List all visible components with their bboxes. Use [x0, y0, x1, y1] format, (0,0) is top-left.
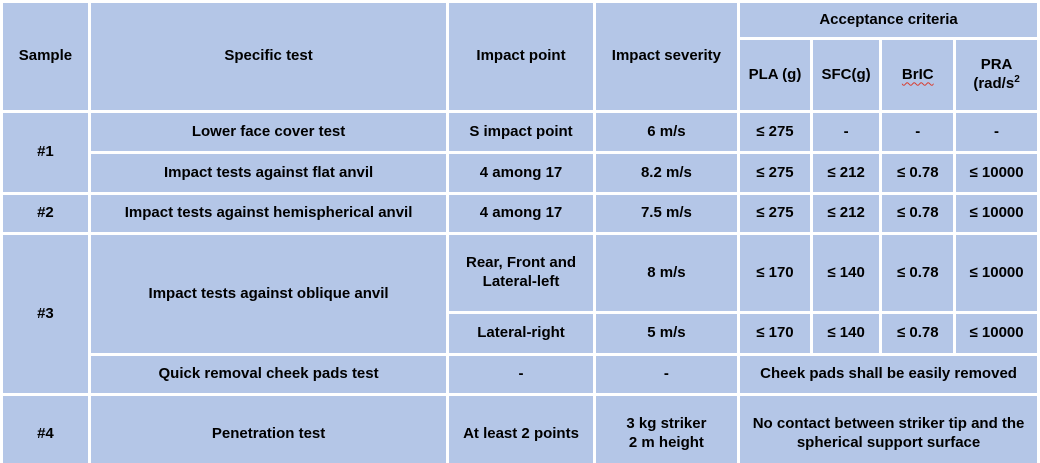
cell-bric-r3b: ≤ 0.78 [882, 314, 954, 353]
cell-test-hemispherical-anvil: Impact tests against hemispherical anvil [90, 195, 447, 232]
header-pra: PRA (rad/s2 [956, 40, 1037, 110]
cell-pra-r1b: ≤ 10000 [956, 154, 1037, 192]
cell-pra-r1a: - [956, 113, 1037, 151]
cell-severity-r2: 7.5 m/s [595, 195, 738, 232]
cell-criteria-note-cheek-pads: Cheek pads shall be easily removed [740, 356, 1037, 393]
cell-severity-r1b: 8.2 m/s [595, 154, 738, 192]
cell-point-r3a: Rear, Front and Lateral-left [449, 235, 593, 311]
header-acceptance-criteria: Acceptance criteria [740, 3, 1037, 37]
header-pra-name: PRA [980, 56, 1013, 74]
cell-sample-3: #3 [3, 235, 88, 393]
cell-point-r1b: 4 among 17 [449, 154, 593, 192]
cell-sfc-r2: ≤ 212 [812, 195, 880, 232]
cell-bric-r2: ≤ 0.78 [882, 195, 954, 232]
cell-test-oblique-anvil: Impact tests against oblique anvil [90, 235, 447, 353]
header-pra-unit: (rad/s2 [973, 74, 1020, 93]
cell-point-r3b: Lateral-right [449, 314, 593, 353]
table-row: #3 Impact tests against oblique anvil Re… [3, 235, 1037, 393]
cell-test-quick-removal: Quick removal cheek pads test [90, 356, 447, 393]
cell-point-r3c: - [449, 356, 593, 393]
cell-sample-1: #1 [3, 113, 88, 192]
cell-pla-r3b: ≤ 170 [740, 314, 810, 353]
cell-pra-r2: ≤ 10000 [956, 195, 1037, 232]
header-impact-severity: Impact severity [595, 3, 738, 110]
cell-sfc-r3a: ≤ 140 [812, 235, 880, 311]
cell-bric-r1b: ≤ 0.78 [882, 154, 954, 192]
header-sample: Sample [3, 3, 88, 110]
cell-pra-r3b: ≤ 10000 [956, 314, 1037, 353]
cell-pla-r1b: ≤ 275 [740, 154, 810, 192]
cell-sfc-r1a: - [812, 113, 880, 151]
cell-severity-r4: 3 kg striker 2 m height [595, 396, 738, 463]
header-sfc: SFC(g) [812, 40, 880, 110]
header-pla: PLA (g) [740, 40, 810, 110]
header-impact-point: Impact point [449, 3, 593, 110]
cell-test-lower-face-cover: Lower face cover test [90, 113, 447, 151]
table-row: Quick removal cheek pads test - - Cheek … [3, 356, 1037, 393]
cell-pra-r3a: ≤ 10000 [956, 235, 1037, 311]
cell-criteria-note-penetration: No contact between striker tip and the s… [740, 396, 1037, 463]
cell-bric-r3a: ≤ 0.78 [882, 235, 954, 311]
cell-pla-r2: ≤ 275 [740, 195, 810, 232]
cell-pla-r3a: ≤ 170 [740, 235, 810, 311]
table-row: Impact tests against flat anvil 4 among … [3, 154, 1037, 192]
cell-point-r4: At least 2 points [449, 396, 593, 463]
cell-point-r2: 4 among 17 [449, 195, 593, 232]
cell-sample-2: #2 [3, 195, 88, 232]
cell-sfc-r3b: ≤ 140 [812, 314, 880, 353]
cell-test-flat-anvil: Impact tests against flat anvil [90, 154, 447, 192]
header-pra-exponent: 2 [1014, 74, 1020, 85]
cell-sample-4: #4 [3, 396, 88, 463]
table-row: #2 Impact tests against hemispherical an… [3, 195, 1037, 232]
cell-point-r1a: S impact point [449, 113, 593, 151]
table-row: Lateral-right 5 m/s ≤ 170 ≤ 140 ≤ 0.78 ≤… [3, 314, 1037, 353]
cell-test-penetration: Penetration test [90, 396, 447, 463]
cell-pla-r1a: ≤ 275 [740, 113, 810, 151]
cell-severity-r3b: 5 m/s [595, 314, 738, 353]
table-row: #4 Penetration test At least 2 points 3 … [3, 396, 1037, 463]
cell-severity-r3c: - [595, 356, 738, 393]
cell-sfc-r1b: ≤ 212 [812, 154, 880, 192]
cell-bric-r1a: - [882, 113, 954, 151]
table-row: #1 Lower face cover test S impact point … [3, 113, 1037, 192]
cell-severity-r1a: 6 m/s [595, 113, 738, 151]
header-specific-test: Specific test [90, 3, 447, 110]
header-bric: BrIC [882, 40, 954, 110]
cell-severity-r3a: 8 m/s [595, 235, 738, 311]
header-bric-label: BrIC [901, 65, 934, 83]
